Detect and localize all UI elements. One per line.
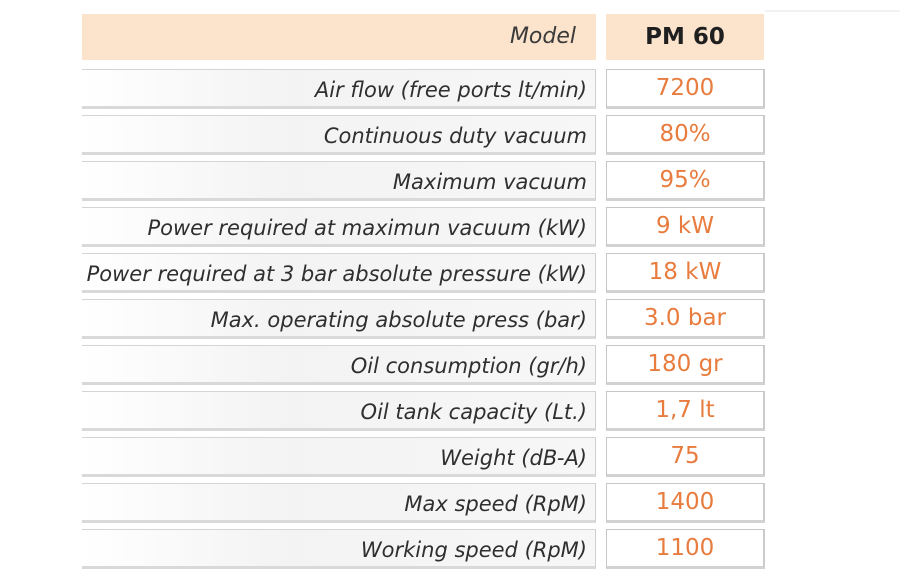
spec-label: Oil tank capacity (Lt.)	[82, 391, 596, 431]
spec-label: Working speed (RpM)	[82, 529, 596, 569]
spec-label: Oil consumption (gr/h)	[82, 345, 596, 385]
spec-value: 95%	[606, 161, 765, 201]
top-edge-line	[765, 10, 900, 12]
spec-value: 1100	[606, 529, 765, 569]
spec-value: 9 kW	[606, 207, 765, 247]
model-header-value: PM 60	[645, 24, 725, 50]
table-row: Power required at maximun vacuum (kW) 9 …	[82, 206, 765, 252]
table-row: Oil consumption (gr/h) 180 gr	[82, 344, 765, 390]
spec-value: 180 gr	[606, 345, 765, 385]
model-header-label: Model	[509, 24, 576, 49]
spec-label: Continuous duty vacuum	[82, 115, 596, 155]
table-row: Weight (dB-A) 75	[82, 436, 765, 482]
spec-table: Model PM 60 Air flow (free ports lt/min)…	[82, 14, 765, 574]
spec-value: 75	[606, 437, 765, 477]
spec-label: Maximum vacuum	[82, 161, 596, 201]
spec-value: 80%	[606, 115, 765, 155]
spec-value: 1400	[606, 483, 765, 523]
table-row: Power required at 3 bar absolute pressur…	[82, 252, 765, 298]
spec-value: 1,7 lt	[606, 391, 765, 431]
spec-label: Max. operating absolute press (bar)	[82, 299, 596, 339]
table-row: Air flow (free ports lt/min) 7200	[82, 68, 765, 114]
spec-value: 7200	[606, 69, 765, 109]
table-row: Max. operating absolute press (bar) 3.0 …	[82, 298, 765, 344]
table-row: Working speed (RpM) 1100	[82, 528, 765, 574]
table-header: Model PM 60	[82, 14, 764, 60]
spec-value: 18 kW	[606, 253, 765, 293]
spec-label: Air flow (free ports lt/min)	[82, 69, 596, 109]
spec-value: 3.0 bar	[606, 299, 765, 339]
table-row: Continuous duty vacuum 80%	[82, 114, 765, 160]
table-row: Maximum vacuum 95%	[82, 160, 765, 206]
table-row: Max speed (RpM) 1400	[82, 482, 765, 528]
spec-label: Power required at maximun vacuum (kW)	[82, 207, 596, 247]
table-row: Oil tank capacity (Lt.) 1,7 lt	[82, 390, 765, 436]
header-divider	[596, 14, 606, 60]
spec-label: Weight (dB-A)	[82, 437, 596, 477]
spec-label: Max speed (RpM)	[82, 483, 596, 523]
spec-label: Power required at 3 bar absolute pressur…	[82, 253, 596, 293]
